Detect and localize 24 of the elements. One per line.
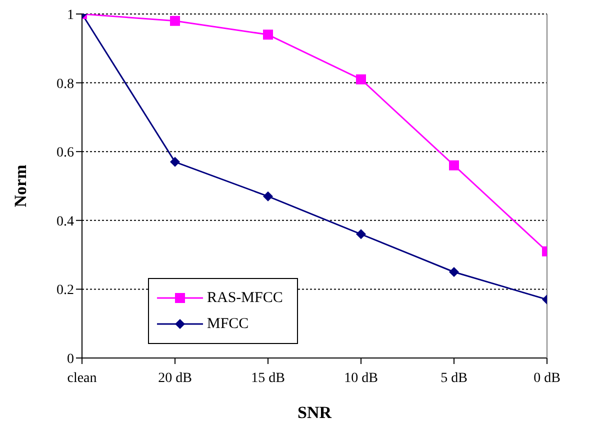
y-axis-title: Norm [11, 164, 30, 208]
point [170, 16, 180, 26]
point [449, 160, 459, 170]
y-tick-label: 0.4 [56, 214, 74, 230]
legend-label: MFCC [207, 316, 249, 332]
y-tick-label: 0.8 [56, 76, 74, 92]
x-tick-label: 0 dB [534, 370, 560, 386]
x-tick-label: 5 dB [440, 370, 468, 386]
legend-label: RAS-MFCC [207, 290, 283, 306]
x-tick-label: 20 dB [158, 370, 192, 386]
y-tick-label: 0 [67, 352, 74, 367]
point [263, 30, 273, 40]
x-tick-label: 10 dB [344, 370, 378, 386]
y-tick-label: 1 [67, 8, 74, 23]
point [449, 267, 459, 277]
point [356, 74, 366, 84]
x-axis-title: SNR [297, 403, 332, 422]
y-tick-label: 0.2 [56, 283, 74, 298]
x-tick-label: clean [67, 370, 97, 386]
y-tick-label: 0.6 [56, 146, 74, 161]
point [170, 156, 180, 167]
x-tick-label: 15 dB [251, 370, 285, 386]
point [263, 191, 273, 202]
point [356, 229, 366, 240]
